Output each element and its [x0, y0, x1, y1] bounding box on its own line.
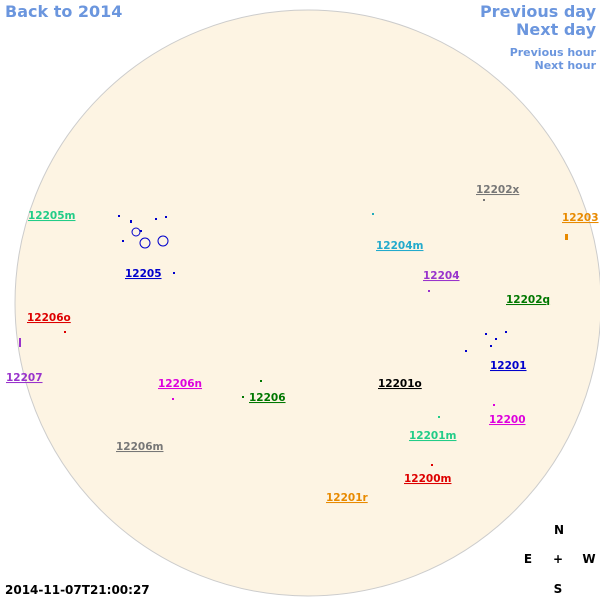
- compass-east: E: [524, 552, 532, 566]
- previous-day-link[interactable]: Previous day: [480, 2, 597, 21]
- compass-center: +: [553, 552, 563, 566]
- back-link[interactable]: Back to 2014: [5, 2, 122, 21]
- compass-west: W: [582, 552, 595, 566]
- region-label: 12204m: [376, 240, 424, 252]
- region-label: 12201: [490, 360, 527, 372]
- region-label: 12202q: [506, 294, 550, 306]
- region-label: 12201m: [409, 430, 457, 442]
- region-labels: 12205m 12203 12202x 12204m 12205 12204 1…: [6, 184, 599, 504]
- region-label: 12206n: [158, 378, 202, 390]
- region-label: 12204: [423, 270, 460, 282]
- compass-north: N: [554, 523, 564, 537]
- region-label: 12201o: [378, 378, 422, 390]
- sunspots: [19, 199, 568, 466]
- region-label: 12206m: [116, 441, 164, 453]
- region-label: 12201r: [326, 492, 369, 504]
- next-day-link[interactable]: Next day: [516, 20, 597, 39]
- compass-south: S: [554, 582, 563, 596]
- region-label: 12200m: [404, 473, 452, 485]
- region-label: 12200: [489, 414, 526, 426]
- next-hour-link[interactable]: Next hour: [535, 59, 597, 72]
- region-label: 12205m: [28, 210, 76, 222]
- region-label: 12207: [6, 372, 43, 384]
- region-label: 12206: [249, 392, 286, 404]
- region-label: 12205: [125, 268, 162, 280]
- region-label: 12202x: [476, 184, 520, 196]
- region-label: 12203: [562, 212, 599, 224]
- solar-disk: [14, 9, 600, 597]
- region-label: 12206o: [27, 312, 71, 324]
- previous-hour-link[interactable]: Previous hour: [510, 46, 597, 59]
- timestamp: 2014-11-07T21:00:27: [5, 583, 150, 597]
